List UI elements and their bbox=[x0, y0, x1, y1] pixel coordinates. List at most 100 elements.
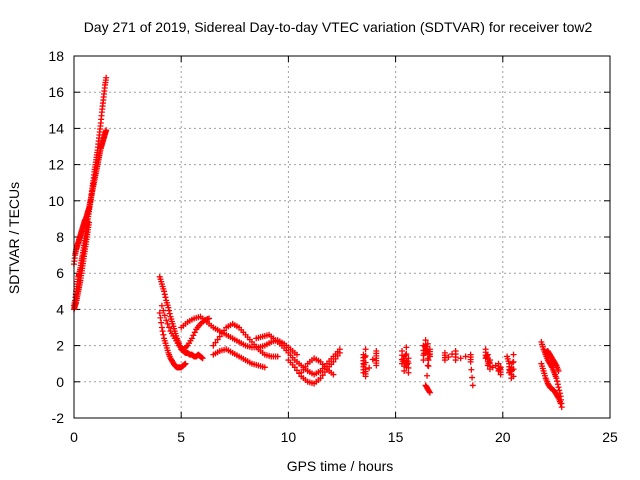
series-arc-4h-high bbox=[156, 273, 206, 362]
data-point bbox=[366, 364, 373, 371]
data-point bbox=[426, 389, 433, 396]
series-arc-22h-b bbox=[538, 360, 564, 407]
y-tick-label: 2 bbox=[56, 338, 64, 354]
data-point bbox=[165, 304, 172, 311]
data-point bbox=[212, 339, 219, 346]
data-point bbox=[156, 310, 163, 317]
data-point bbox=[161, 291, 168, 298]
data-point bbox=[293, 367, 300, 374]
series-arc-4h-low bbox=[156, 310, 189, 371]
data-point bbox=[210, 342, 217, 349]
data-point bbox=[321, 369, 328, 376]
data-point bbox=[161, 288, 168, 295]
data-point bbox=[510, 366, 517, 373]
grid-layer bbox=[74, 56, 610, 418]
data-point bbox=[469, 382, 476, 389]
data-point bbox=[362, 352, 369, 359]
data-point bbox=[291, 364, 298, 371]
data-point bbox=[497, 371, 504, 378]
series-arc-7h-low bbox=[210, 346, 268, 371]
data-point bbox=[424, 372, 431, 379]
x-tick-label: 5 bbox=[177, 429, 185, 445]
data-point bbox=[402, 352, 409, 359]
data-point bbox=[161, 312, 168, 319]
data-point bbox=[554, 378, 561, 385]
data-point bbox=[214, 336, 221, 343]
data-point bbox=[298, 369, 305, 376]
data-point bbox=[405, 369, 412, 376]
x-tick-label: 15 bbox=[388, 429, 404, 445]
data-point bbox=[300, 366, 307, 373]
data-point bbox=[332, 355, 339, 362]
data-point bbox=[188, 335, 195, 342]
data-point bbox=[261, 364, 268, 371]
y-tick-label: 6 bbox=[56, 265, 64, 281]
data-point bbox=[319, 372, 326, 379]
data-point bbox=[166, 310, 173, 317]
data-point bbox=[441, 357, 448, 364]
data-point bbox=[425, 357, 432, 364]
series-arc-11h-mid bbox=[298, 355, 337, 378]
series-cluster-16.5h bbox=[420, 337, 433, 396]
data-point bbox=[103, 74, 110, 81]
data-point bbox=[336, 349, 343, 356]
data-point bbox=[362, 346, 369, 353]
x-tick-label: 0 bbox=[70, 429, 78, 445]
data-point bbox=[164, 320, 171, 327]
data-point bbox=[166, 307, 173, 314]
data-point bbox=[553, 375, 560, 382]
data-point bbox=[160, 307, 167, 314]
series-cluster-13.5h bbox=[360, 346, 380, 380]
series-arc-22h-c bbox=[542, 348, 562, 374]
data-point bbox=[496, 365, 503, 372]
data-point bbox=[401, 367, 408, 374]
data-point bbox=[426, 353, 433, 360]
data-point bbox=[206, 315, 213, 322]
data-point bbox=[158, 302, 165, 309]
data-point bbox=[158, 319, 165, 326]
data-point bbox=[330, 371, 337, 378]
series-arc-7h-loop bbox=[210, 320, 281, 360]
series-arc-early-band bbox=[71, 127, 110, 268]
data-point bbox=[221, 327, 228, 334]
data-point bbox=[510, 373, 517, 380]
plot-frame bbox=[73, 55, 611, 419]
data-point bbox=[403, 344, 410, 351]
data-point bbox=[557, 400, 564, 407]
data-point bbox=[462, 353, 469, 360]
data-point bbox=[425, 363, 432, 370]
series-arc-6h bbox=[178, 313, 300, 358]
x-tick-labels: 0 5 10 15 20 25 bbox=[70, 429, 618, 445]
y-tick-label: 12 bbox=[48, 157, 64, 173]
series-arc-early-low bbox=[71, 219, 93, 313]
data-point bbox=[510, 358, 517, 365]
data-point bbox=[157, 314, 164, 321]
data-point bbox=[424, 340, 431, 347]
series-cluster-17.5h bbox=[441, 348, 476, 389]
data-point bbox=[199, 355, 206, 362]
data-point bbox=[452, 357, 459, 364]
x-axis-label: GPS time / hours bbox=[287, 458, 394, 474]
x-tick-label: 10 bbox=[281, 429, 297, 445]
data-point bbox=[457, 355, 464, 362]
data-point bbox=[554, 381, 561, 388]
y-tick-label: 8 bbox=[56, 229, 64, 245]
data-point bbox=[162, 294, 169, 301]
y-tick-labels: -2 0 2 4 6 8 10 12 14 16 18 bbox=[48, 48, 64, 426]
data-point bbox=[293, 351, 300, 358]
y-tick-label: 10 bbox=[48, 193, 64, 209]
y-axis-label: SDTVAR / TECUs bbox=[6, 182, 22, 294]
data-point bbox=[218, 330, 225, 337]
data-point bbox=[426, 388, 433, 395]
data-point bbox=[166, 324, 173, 331]
data-point bbox=[558, 404, 565, 411]
y-tick-label: -2 bbox=[52, 410, 65, 426]
data-point bbox=[216, 333, 223, 340]
data-point bbox=[468, 366, 475, 373]
data-point bbox=[191, 329, 198, 336]
y-tick-label: 14 bbox=[48, 120, 64, 136]
series-cluster-20.5h bbox=[504, 351, 517, 382]
data-point bbox=[548, 363, 555, 370]
series-cluster-19h bbox=[482, 346, 504, 378]
